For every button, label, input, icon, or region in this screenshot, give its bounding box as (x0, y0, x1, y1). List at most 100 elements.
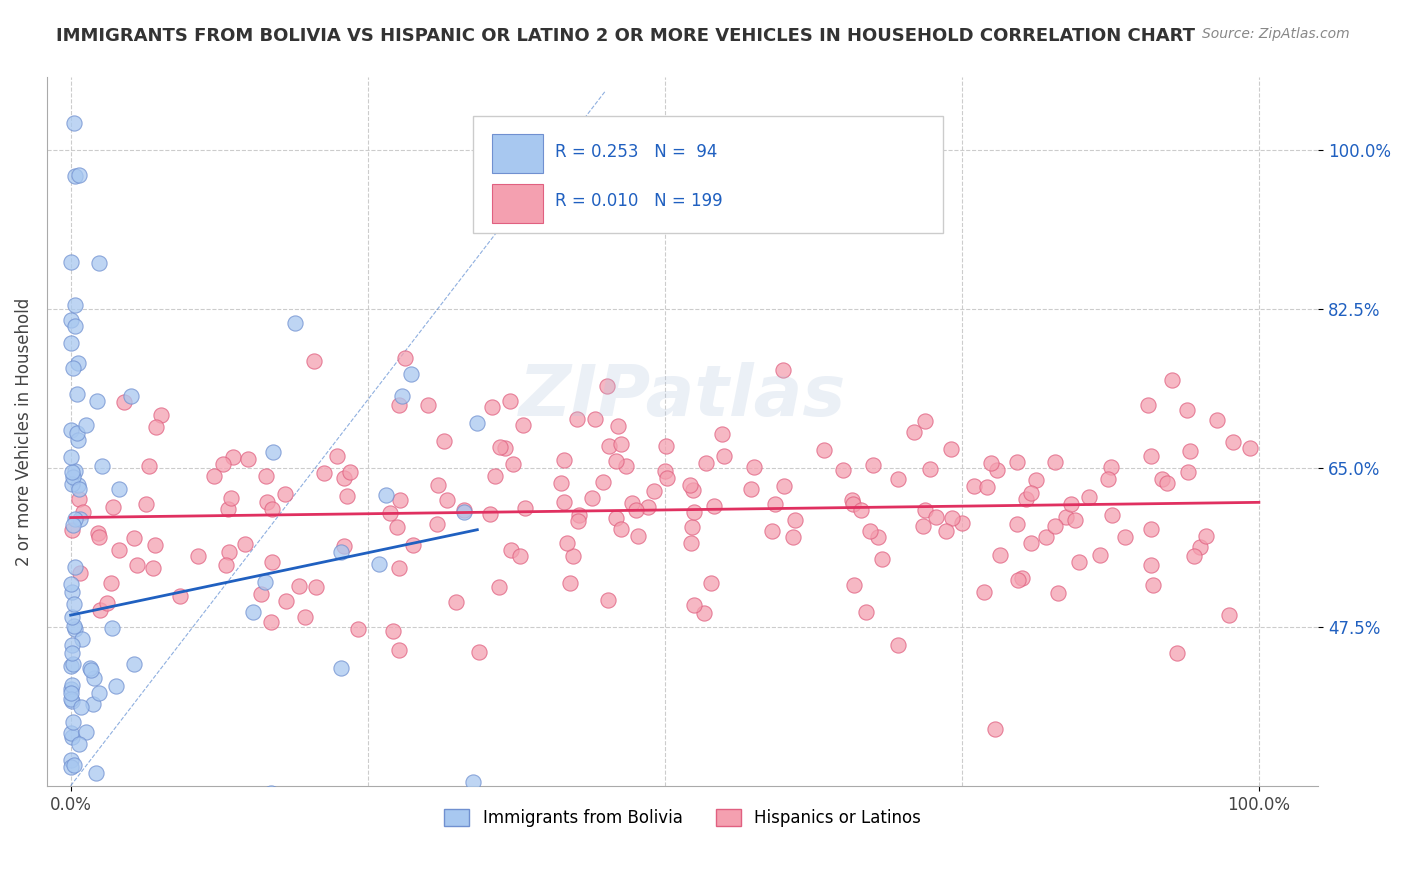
Point (96, 596, 118, 610)
Point (1059, 497, 1081, 511)
Point (1156, 475, 1178, 490)
Point (1140, 522, 1163, 536)
Point (550, 475, 572, 490)
Point (259, 615, 281, 629)
Point (256, 495, 278, 509)
Point (841, 493, 863, 508)
Point (63, 622, 86, 636)
Point (1142, 578, 1164, 592)
Point (62, 678, 84, 692)
Point (83, 671, 105, 685)
Point (592, 475, 614, 489)
Point (62, 657, 84, 672)
Point (339, 465, 361, 479)
Point (583, 411, 606, 425)
Point (89, 256, 111, 270)
Point (59, 658, 82, 673)
Point (63, 116, 86, 130)
Point (374, 488, 396, 502)
Point (1046, 586, 1069, 600)
Point (150, 408, 173, 422)
Point (637, 500, 659, 515)
Point (1188, 540, 1211, 554)
Point (950, 516, 973, 530)
Point (87, 686, 110, 700)
Point (842, 578, 865, 592)
Point (60, 646, 83, 660)
Point (620, 496, 643, 510)
Point (1140, 558, 1163, 572)
Point (1005, 516, 1028, 531)
Point (553, 453, 575, 467)
Point (870, 551, 893, 566)
Point (988, 548, 1011, 562)
Point (62, 518, 84, 533)
Point (515, 500, 537, 515)
Point (925, 510, 948, 524)
Point (557, 536, 579, 550)
Point (605, 511, 627, 525)
Point (62, 714, 84, 729)
Point (711, 426, 734, 441)
Point (399, 367, 422, 381)
Point (643, 484, 665, 499)
Point (333, 471, 356, 485)
Point (388, 399, 411, 413)
Point (598, 439, 620, 453)
Point (444, 595, 467, 609)
Point (138, 458, 160, 473)
Point (1067, 555, 1090, 569)
Point (1011, 571, 1033, 585)
Point (63, 758, 86, 772)
Point (108, 482, 131, 496)
Point (1064, 513, 1087, 527)
Point (980, 456, 1002, 470)
Point (135, 497, 157, 511)
FancyBboxPatch shape (492, 134, 543, 173)
Point (1114, 530, 1136, 544)
Point (385, 520, 408, 534)
Point (389, 493, 412, 508)
Point (59, 804, 82, 818)
Point (655, 439, 678, 453)
Point (436, 492, 458, 507)
Point (813, 442, 835, 457)
Point (391, 389, 413, 403)
Point (512, 418, 534, 433)
Point (1088, 548, 1111, 562)
Point (509, 549, 531, 564)
Point (1152, 472, 1174, 486)
Point (914, 415, 936, 429)
Point (60, 730, 83, 744)
Point (60, 585, 83, 599)
Point (217, 501, 239, 516)
Point (1043, 519, 1066, 533)
Point (238, 451, 260, 466)
Point (1136, 398, 1159, 412)
Point (481, 400, 503, 414)
Point (935, 524, 957, 538)
Point (1166, 647, 1188, 661)
Point (903, 425, 925, 439)
Point (568, 508, 591, 523)
Point (63, 169, 86, 184)
Point (108, 543, 131, 558)
Point (607, 419, 630, 434)
Point (69, 512, 91, 526)
Point (276, 594, 298, 608)
Point (1099, 459, 1122, 474)
Point (654, 464, 676, 478)
Point (610, 437, 633, 451)
Text: IMMIGRANTS FROM BOLIVIA VS HISPANIC OR LATINO 2 OR MORE VEHICLES IN HOUSEHOLD CO: IMMIGRANTS FROM BOLIVIA VS HISPANIC OR L… (56, 27, 1195, 45)
Point (468, 645, 491, 659)
Point (461, 775, 484, 789)
Point (1019, 486, 1042, 500)
Point (849, 502, 872, 516)
Point (842, 497, 865, 511)
Text: Source: ZipAtlas.com: Source: ZipAtlas.com (1202, 27, 1350, 41)
Point (855, 605, 877, 619)
Point (294, 610, 316, 624)
Point (1178, 444, 1201, 458)
Point (87, 530, 110, 544)
Point (262, 444, 284, 458)
